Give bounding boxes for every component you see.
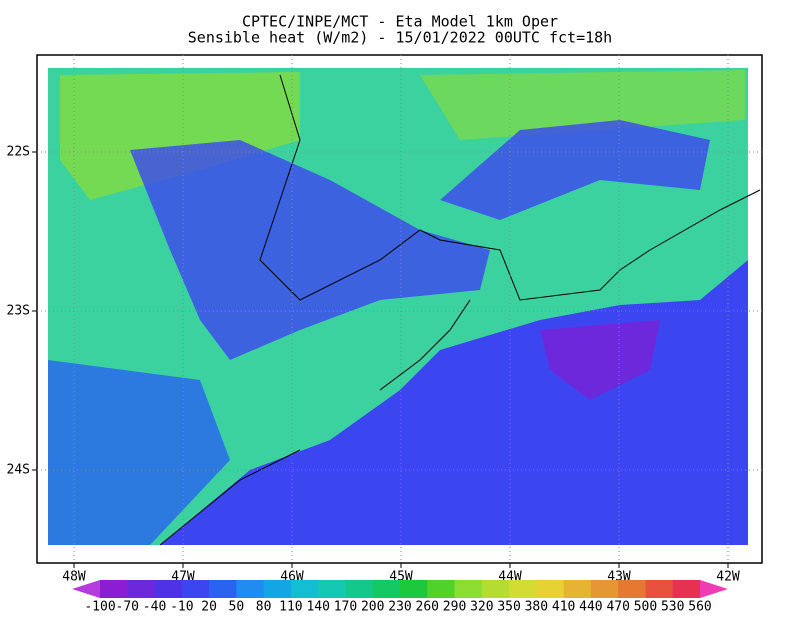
colorbar-label: 350 [497,600,520,615]
lat-label: 23S [7,304,30,319]
colorbar-box [672,580,701,598]
colorbar-box [509,580,537,598]
colorbar-label: -100 [84,600,115,615]
colorbar-box [427,580,456,598]
colorbar-box [154,580,183,598]
colorbar-box [400,580,428,598]
colorbar-label: 290 [443,600,466,615]
colorbar-label: 470 [606,600,629,615]
title-line: CPTEC/INPE/MCT - Eta Model 1km Oper [242,13,558,31]
colorbar-box [590,580,619,598]
colorbar-label: 320 [470,600,493,615]
field-patch [48,360,230,545]
lon-label: 42W [716,570,740,585]
colorbar-label: 50 [229,600,245,615]
lat-label: 24S [7,463,30,478]
colorbar-box [127,580,156,598]
colorbar-label: 380 [525,600,548,615]
colorbar-label: 440 [579,600,602,615]
colorbar-label: 140 [306,600,329,615]
colorbar-box [100,580,128,598]
colorbar-box [236,580,265,598]
colorbar-box [536,580,565,598]
colorbar-label: -40 [143,600,166,615]
colorbar-label: 80 [256,600,272,615]
colorbar-box [318,580,346,598]
colorbar-box [645,580,674,598]
colorbar-label: -70 [116,600,139,615]
colorbar-label: 500 [634,600,657,615]
field-patch [130,140,490,360]
colorbar-label: -10 [170,600,193,615]
colorbar-label: 410 [552,600,575,615]
colorbar-label: 560 [688,600,711,615]
colorbar-end [700,580,728,598]
colorbar-box [618,580,646,598]
colorbar-label: 530 [661,600,684,615]
field [48,68,761,546]
colorbar-label: 110 [279,600,302,615]
colorbar-label: 170 [334,600,357,615]
field-patch [440,120,710,220]
colorbar-box [372,580,401,598]
lon-label: 48W [62,570,86,585]
colorbar-box [209,580,237,598]
field-patch [540,320,660,400]
colorbar-box [563,580,592,598]
coastline [159,74,761,546]
colorbar-box [290,580,319,598]
field-patch [60,72,300,200]
colorbar-box [481,580,510,598]
colorbar-label: 200 [361,600,384,615]
lat-label: 22S [7,145,30,160]
colorbar-label: 230 [388,600,411,615]
field-patch [420,70,745,140]
title-line: Sensible heat (W/m2) - 15/01/2022 00UTC … [188,29,612,47]
colorbar-label: 20 [201,600,217,615]
map-frame [36,54,763,564]
colorbar-label: 260 [416,600,439,615]
colorbar-box [345,580,374,598]
colorbar-box [263,580,292,598]
colorbar-end [72,580,100,598]
colorbar-box [454,580,483,598]
colorbar-box [181,580,210,598]
